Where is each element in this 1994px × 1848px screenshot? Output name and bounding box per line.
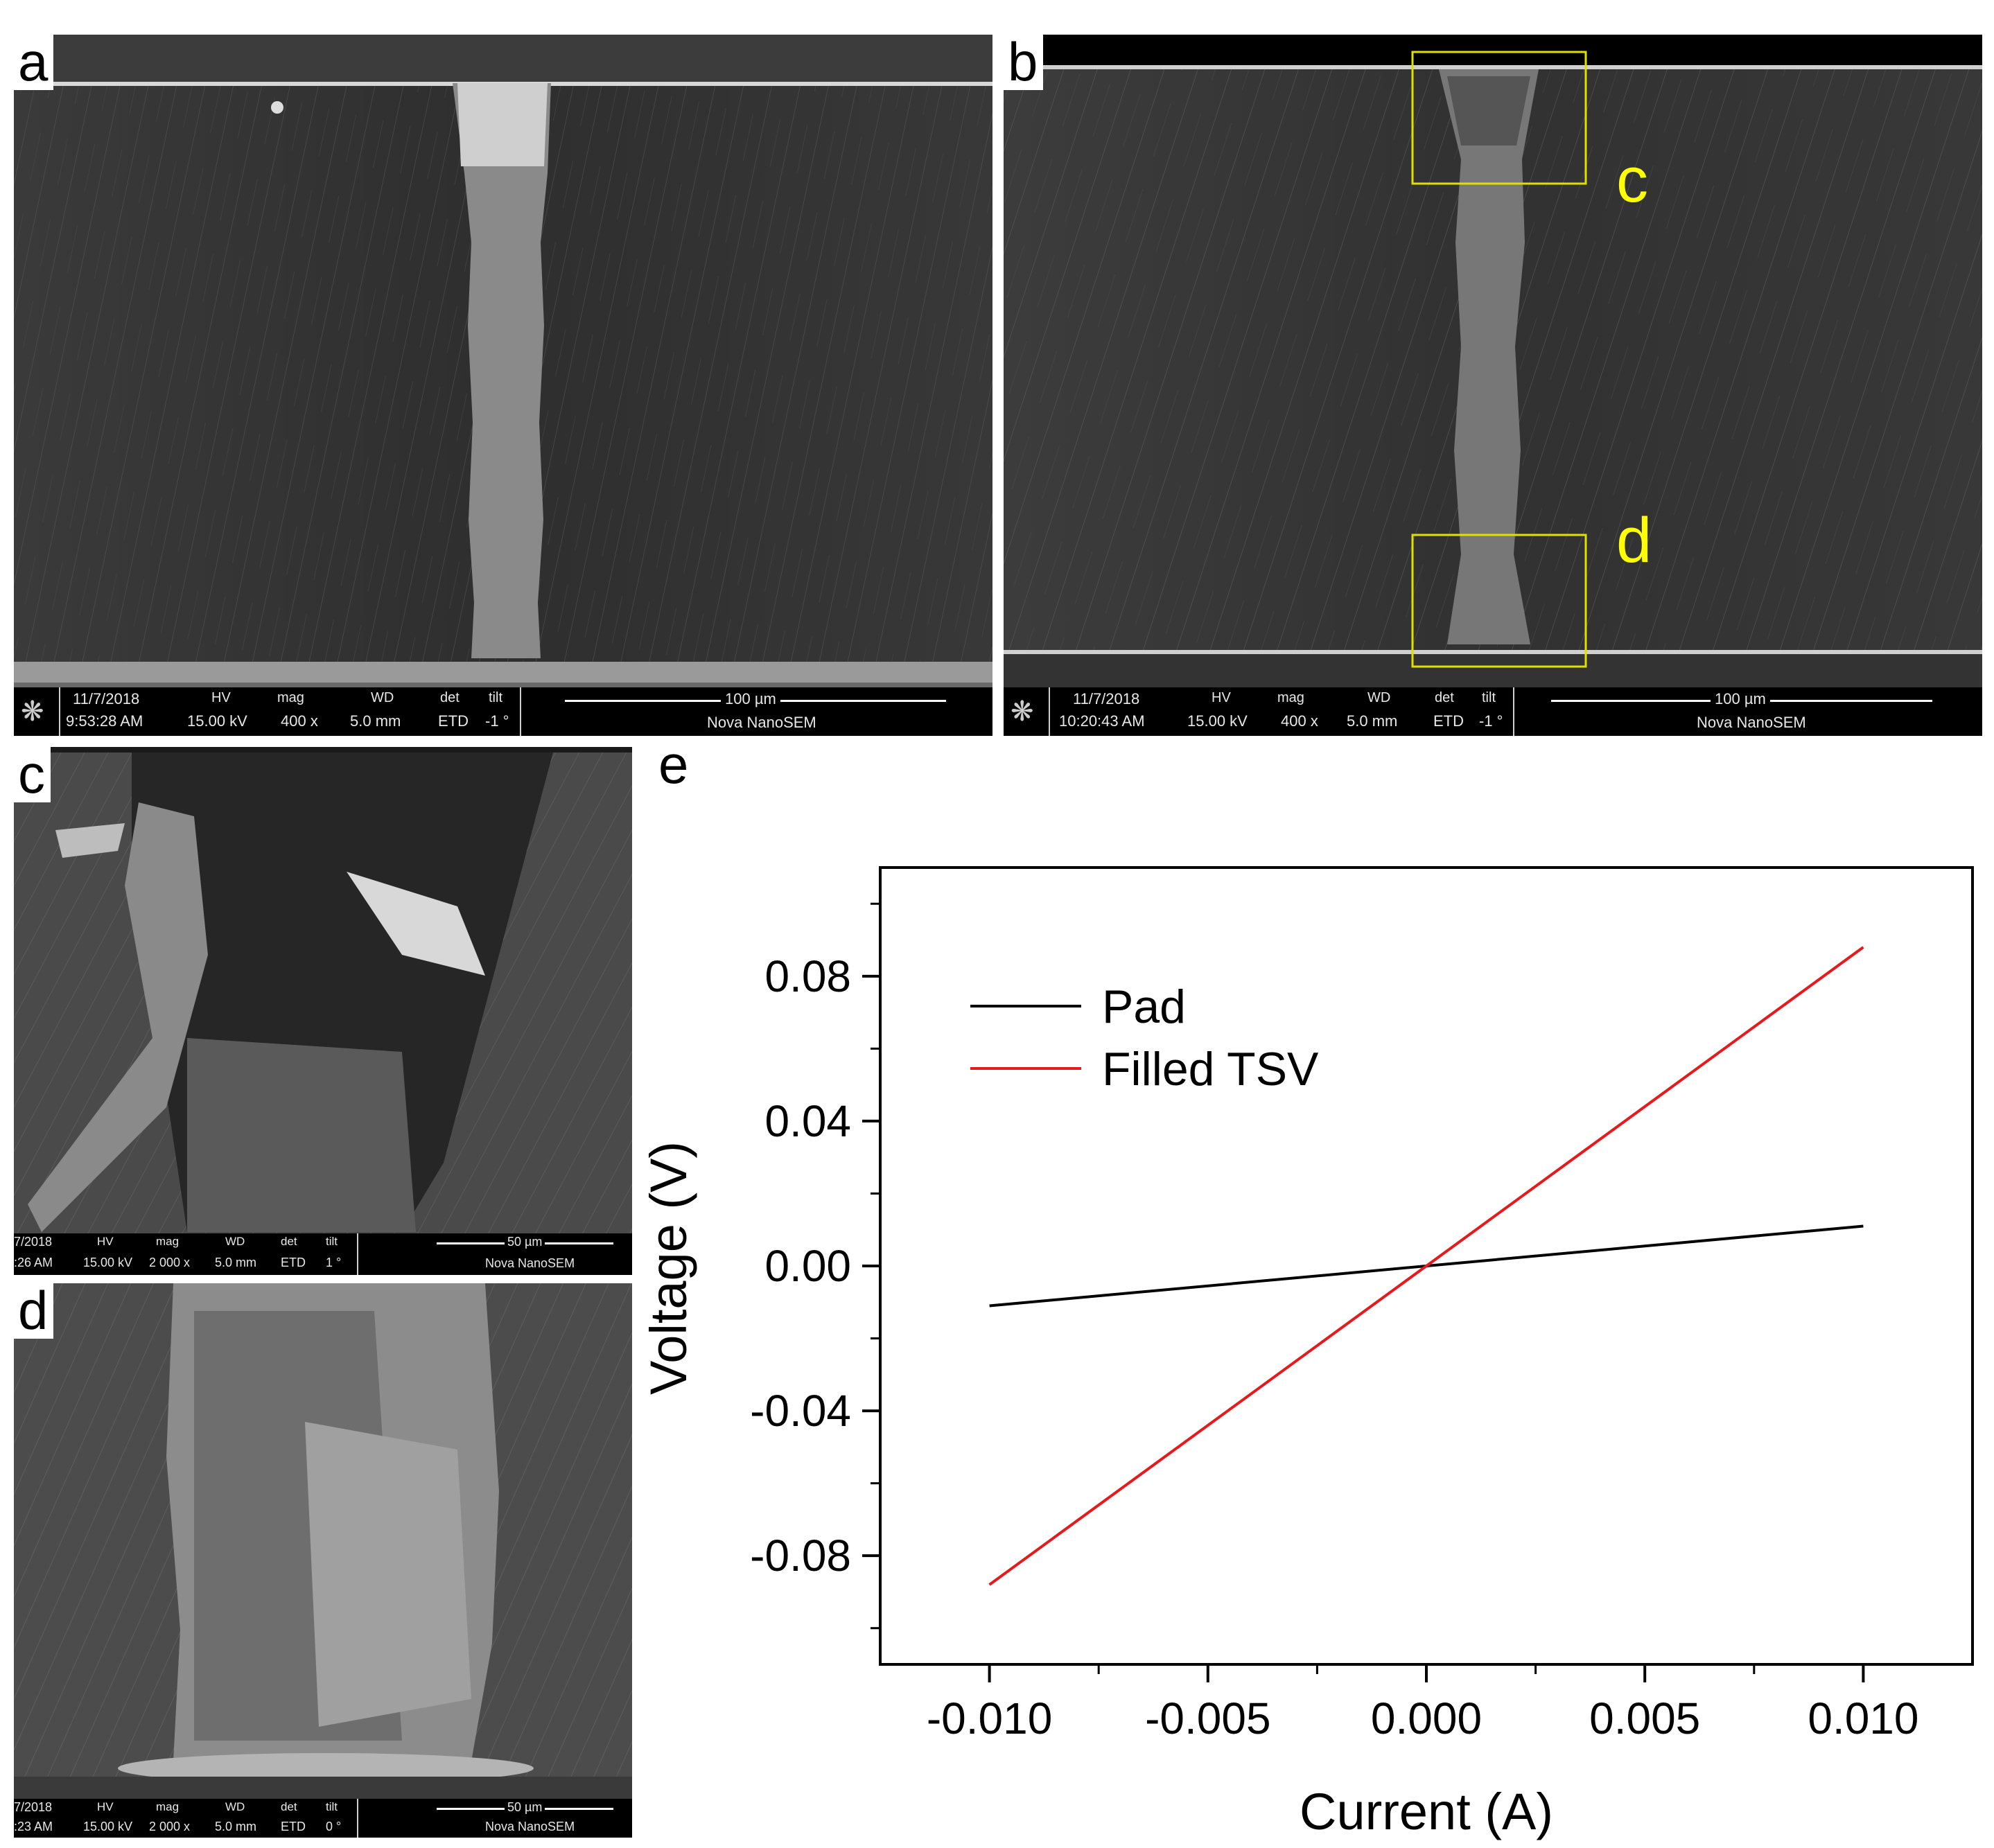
- info-hv: 15.00 kV: [187, 712, 247, 730]
- x-tick-label: 0.005: [1589, 1693, 1700, 1743]
- sem-info-bar-c: 7/2018 :26 AM HV 15.00 kV mag 2 000 x WD…: [14, 1233, 632, 1275]
- info-mag: 2 000 x: [149, 1256, 191, 1269]
- info-wd: 5.0 mm: [350, 712, 401, 730]
- info-time: 9:53:28 AM: [66, 712, 143, 730]
- info-scale: 50 µm: [505, 1800, 545, 1815]
- info-date: 11/7/2018: [73, 690, 140, 707]
- info-date: 7/2018: [14, 1800, 53, 1814]
- info-wd-label: WD: [371, 690, 394, 705]
- y-tick-label: 0.04: [764, 1096, 851, 1146]
- sem-panel-b: b c d ❋ 11/7/2018 10:20:43 AM HV 15.00 k…: [1004, 35, 1982, 736]
- panel-c-letter: c: [14, 747, 51, 802]
- x-tick-label: 0.000: [1371, 1693, 1482, 1743]
- info-date: 11/7/2018: [1073, 690, 1140, 707]
- panel-e-letter: e: [658, 748, 688, 795]
- info-tilt-label: tilt: [326, 1235, 338, 1248]
- info-wd: 5.0 mm: [1347, 712, 1398, 730]
- info-wd-label: WD: [1367, 690, 1391, 705]
- x-axis-label: Current (A): [1300, 1783, 1553, 1840]
- sem-image-a: [14, 35, 992, 696]
- info-date: 7/2018: [14, 1235, 53, 1249]
- info-hv: 15.00 kV: [83, 1820, 133, 1833]
- info-tilt: 1 °: [326, 1256, 342, 1269]
- info-det-label: det: [1435, 690, 1454, 705]
- x-axis: -0.010 -0.005 0.000 0.005 0.010: [927, 1664, 1918, 1743]
- info-hv-label: HV: [97, 1235, 114, 1248]
- sem-info-bar-a: ❋ 11/7/2018 9:53:28 AM HV 15.00 kV mag 4…: [14, 687, 992, 736]
- info-instrument: Nova NanoSEM: [707, 714, 816, 731]
- info-time: :23 AM: [14, 1820, 53, 1833]
- detector-logo-icon: ❋: [21, 696, 44, 727]
- info-det-label: det: [440, 690, 460, 705]
- sem-image-b: [1004, 35, 1982, 689]
- info-tilt: -1 °: [1479, 712, 1503, 730]
- box-label-d: d: [1616, 505, 1652, 576]
- sem-panel-a: a ❋ 11/7/2018 9:53:28 AM HV 15.00 kV mag…: [14, 35, 992, 736]
- info-wd: 5.0 mm: [215, 1820, 257, 1833]
- info-hv-label: HV: [97, 1800, 114, 1813]
- info-tilt-label: tilt: [326, 1800, 338, 1813]
- info-det-label: det: [281, 1800, 297, 1813]
- y-tick-label: 0.00: [764, 1241, 851, 1291]
- x-tick-label: 0.010: [1808, 1693, 1918, 1743]
- info-hv: 15.00 kV: [83, 1256, 133, 1269]
- info-wd-label: WD: [225, 1235, 245, 1248]
- info-mag: 2 000 x: [149, 1820, 191, 1833]
- detector-logo-icon: ❋: [1011, 696, 1034, 727]
- info-scale: 100 µm: [721, 690, 780, 708]
- info-det: ETD: [281, 1256, 306, 1269]
- info-det: ETD: [281, 1820, 306, 1833]
- info-instrument: Nova NanoSEM: [485, 1256, 575, 1270]
- panel-a-letter: a: [14, 35, 54, 90]
- sem-image-c: [14, 747, 632, 1275]
- panel-b-letter: b: [1004, 35, 1044, 90]
- sem-panel-d: d 7/2018 :23 AM HV 15.00 kV mag 2 000 x …: [14, 1283, 632, 1838]
- info-scale: 100 µm: [1711, 690, 1770, 708]
- y-tick-label: 0.08: [764, 951, 851, 1001]
- info-tilt-label: tilt: [1482, 690, 1496, 705]
- info-wd-label: WD: [225, 1800, 245, 1813]
- info-wd: 5.0 mm: [215, 1256, 257, 1269]
- series-line-filled-tsv: [988, 946, 1864, 1586]
- legend-label: Pad: [1102, 980, 1186, 1033]
- info-det: ETD: [438, 712, 469, 730]
- info-tilt-label: tilt: [489, 690, 502, 705]
- box-label-c: c: [1616, 145, 1648, 215]
- info-mag: 400 x: [1281, 712, 1318, 730]
- x-tick-label: -0.010: [927, 1693, 1052, 1743]
- info-instrument: Nova NanoSEM: [1697, 714, 1806, 731]
- legend: Pad Filled TSV: [970, 980, 1319, 1095]
- sem-info-bar-d: 7/2018 :23 AM HV 15.00 kV mag 2 000 x WD…: [14, 1799, 632, 1838]
- info-scale: 50 µm: [505, 1235, 545, 1249]
- info-mag-label: mag: [1277, 690, 1304, 705]
- sem-panel-c: c 7/2018 :26 AM HV 15.00 kV mag 2 000 x …: [14, 747, 632, 1275]
- info-hv-label: HV: [211, 690, 231, 705]
- info-hv: 15.00 kV: [1187, 712, 1248, 730]
- info-tilt: 0 °: [326, 1820, 342, 1833]
- series-group: [988, 946, 1864, 1586]
- x-tick-label: -0.005: [1145, 1693, 1270, 1743]
- info-time: 10:20:43 AM: [1059, 712, 1145, 730]
- sem-image-d: [14, 1283, 632, 1838]
- legend-label: Filled TSV: [1102, 1043, 1319, 1095]
- info-det: ETD: [1433, 712, 1464, 730]
- y-axis-label: Voltage (V): [640, 1141, 697, 1395]
- info-time: :26 AM: [14, 1256, 53, 1269]
- info-tilt: -1 °: [485, 712, 509, 730]
- info-mag-label: mag: [156, 1235, 180, 1248]
- info-mag: 400 x: [281, 712, 318, 730]
- info-det-label: det: [281, 1235, 297, 1248]
- y-tick-label: -0.04: [750, 1386, 851, 1436]
- info-mag-label: mag: [277, 690, 304, 705]
- y-axis: -0.08 -0.04 0.00 0.04 0.08: [750, 902, 880, 1630]
- info-mag-label: mag: [156, 1800, 180, 1813]
- info-instrument: Nova NanoSEM: [485, 1820, 575, 1833]
- iv-chart: e -0.010 -0.005 0.000 0.005 0.010 -0.08 -0.04…: [640, 748, 1974, 1840]
- info-hv-label: HV: [1212, 690, 1231, 705]
- sem-info-bar-b: ❋ 11/7/2018 10:20:43 AM HV 15.00 kV mag …: [1004, 687, 1982, 736]
- y-tick-label: -0.08: [750, 1531, 851, 1581]
- panel-d-letter: d: [14, 1283, 54, 1339]
